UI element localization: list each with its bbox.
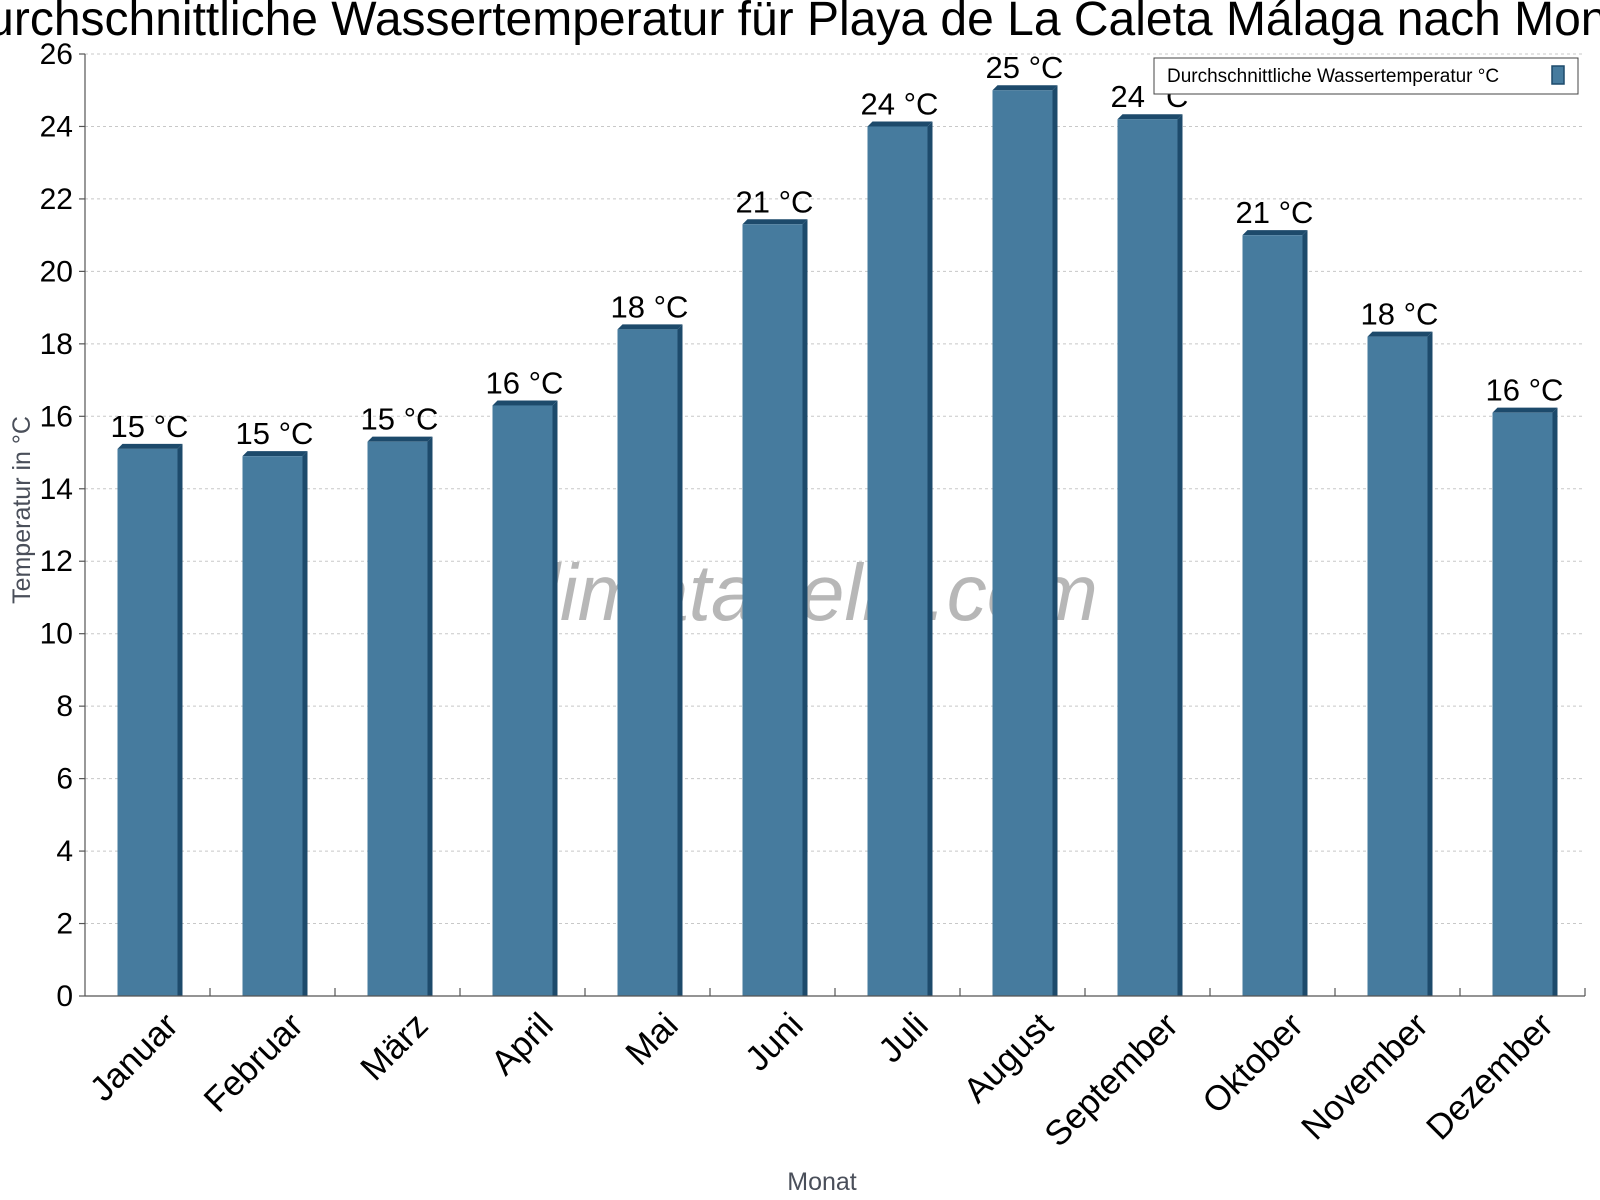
bar-side (177, 443, 183, 996)
legend-label: Durchschnittliche Wassertemperatur °C (1167, 66, 1499, 87)
bar-top (617, 324, 683, 330)
bar-top (1367, 331, 1433, 337)
bar-front (1367, 336, 1428, 997)
x-tick-label: Januar (82, 1005, 185, 1108)
bar-top (367, 436, 433, 442)
x-tick-label: Oktober (1195, 1005, 1311, 1121)
x-tick-label: Februar (196, 1005, 310, 1119)
x-tick-label: April (484, 1006, 561, 1083)
bar-value-label: 15 °C (236, 416, 314, 451)
x-axis-label: Monat (787, 1168, 857, 1196)
bar-front (1492, 412, 1553, 997)
x-tick-labels: Januar Februar März April Mai Juni Juli AugustS… (82, 1005, 1560, 1154)
bar-februar (242, 451, 308, 997)
grid-lines (85, 53, 1585, 925)
legend-box (1153, 57, 1579, 95)
bar-front (992, 90, 1053, 996)
bar-value-label: 24 °C (861, 86, 939, 121)
bar-top (742, 219, 808, 225)
y-tick-label: 26 (40, 38, 73, 71)
bar-front (1242, 235, 1303, 997)
bar-april (492, 400, 558, 996)
x-tick-label: Juli (871, 1006, 936, 1071)
y-tick-label: 24 (40, 110, 73, 143)
y-tick-label: 14 (40, 473, 73, 506)
x-tick-label: März (353, 1006, 436, 1089)
bar-side (427, 436, 433, 997)
y-tick-label: 8 (56, 690, 73, 723)
legend-swatch (1551, 65, 1565, 85)
value-labels: 15 °C 15 °C 15 °C 16 °C 18 °C 21 °C 24 °C 25 °C… (111, 50, 1564, 451)
bar-dezember (1492, 407, 1558, 997)
y-tick-label: 0 (56, 980, 73, 1013)
bar-side (677, 324, 683, 996)
bar-value-label: 15 °C (361, 402, 439, 437)
bar-top (992, 85, 1058, 91)
y-tick-label: 22 (40, 183, 73, 216)
y-tick-label: 16 (40, 400, 73, 433)
bar-front (617, 329, 678, 996)
bar-top (1117, 114, 1183, 120)
bar-value-label: 18 °C (611, 289, 689, 324)
bar-top (117, 443, 183, 449)
legend: Durchschnittliche Wassertemperatur °C (1153, 57, 1579, 95)
bar-value-label: 16 °C (486, 365, 564, 400)
y-tick-label: 12 (40, 545, 73, 578)
bar-mai (617, 324, 683, 996)
bar-side (802, 219, 808, 997)
bar-top (242, 451, 308, 457)
bar-value-label: 16 °C (1486, 373, 1564, 408)
bar-front (242, 456, 303, 997)
x-tick-label: November (1294, 1005, 1436, 1147)
y-tick-label: 4 (56, 835, 73, 868)
bar-front (867, 126, 928, 996)
bar-juni (742, 219, 808, 997)
bar-front (742, 224, 803, 997)
y-tick-label: 10 (40, 618, 73, 651)
bar-value-label: 15 °C (111, 409, 189, 444)
bar-value-label: 21 °C (736, 184, 814, 219)
bar-november (1367, 331, 1433, 997)
bar-side (302, 451, 308, 997)
chart-title: Durchschnittliche Wassertemperatur für P… (0, 0, 1600, 46)
x-tick-label: Mai (618, 1006, 685, 1073)
bar-front (1117, 119, 1178, 996)
bar-side (927, 121, 933, 996)
bar-side (1052, 85, 1058, 996)
bar-side (1427, 331, 1433, 997)
bar-value-label: 18 °C (1361, 297, 1439, 332)
bar-januar (117, 443, 183, 996)
bar-front (492, 405, 553, 996)
bar-top (1242, 230, 1308, 236)
axes (79, 53, 1586, 997)
bar-oktober (1242, 230, 1308, 997)
x-tick-label: Juni (738, 1006, 811, 1079)
bar-märz (367, 436, 433, 997)
y-tick-label: 2 (56, 908, 73, 941)
bar-front (117, 448, 178, 996)
y-tick-label: 20 (40, 255, 73, 288)
bar-top (492, 400, 558, 406)
x-tick-label: Dezember (1419, 1005, 1561, 1147)
bar-side (1552, 407, 1558, 997)
bar-top (867, 121, 933, 127)
x-tick-label: August (956, 1005, 1061, 1110)
y-tick-label: 6 (56, 763, 73, 796)
bar-front (367, 441, 428, 997)
bar-side (1302, 230, 1308, 997)
y-tick-label: 18 (40, 328, 73, 361)
bar-side (1177, 114, 1183, 996)
bars (117, 85, 1558, 997)
bar-september (1117, 114, 1183, 996)
bar-side (552, 400, 558, 996)
bar-juli (867, 121, 933, 996)
bar-value-label: 21 °C (1236, 195, 1314, 230)
y-axis-label: Temperatur in °C (8, 416, 36, 604)
bar-value-label: 25 °C (986, 50, 1064, 85)
bar-top (1492, 407, 1558, 413)
bar-august (992, 85, 1058, 996)
x-tick-label: September (1037, 1005, 1186, 1154)
